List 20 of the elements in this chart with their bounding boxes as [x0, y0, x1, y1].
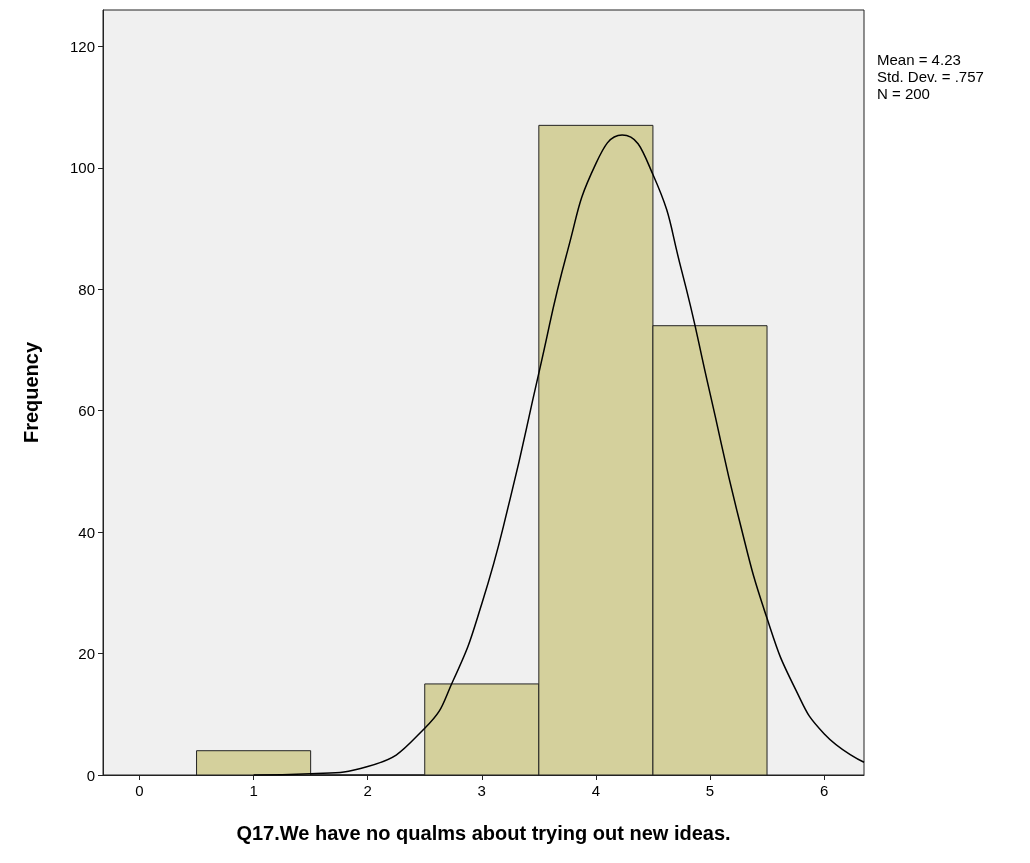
x-tick-label: 5	[705, 782, 715, 799]
x-tick-label: 2	[363, 782, 372, 799]
x-tick-label: 3	[477, 782, 486, 799]
x-tick-label: 0	[135, 782, 144, 799]
y-tick-label: 20	[78, 645, 95, 663]
x-tick-label: 1	[249, 782, 258, 799]
y-tick-label: 60	[78, 402, 95, 420]
y-tick-label: 0	[86, 766, 95, 784]
text: N = 200	[877, 85, 930, 102]
line-series	[252, 134, 865, 776]
text: Std. Dev. = .757	[877, 68, 984, 85]
y-axis-title: Frequency	[20, 341, 42, 444]
y-tick-label: 40	[78, 523, 95, 541]
x-tick-label: 6	[819, 782, 829, 799]
x-axis-title: Q17.We have no qualms about trying out new ideas.	[236, 822, 731, 844]
y-tick-label: 100	[69, 159, 95, 177]
text: Mean = 4.23	[877, 51, 961, 68]
x-tick-label: 4	[591, 782, 601, 799]
y-tick-label: 80	[78, 280, 95, 298]
y-tick-label: 120	[69, 37, 95, 55]
